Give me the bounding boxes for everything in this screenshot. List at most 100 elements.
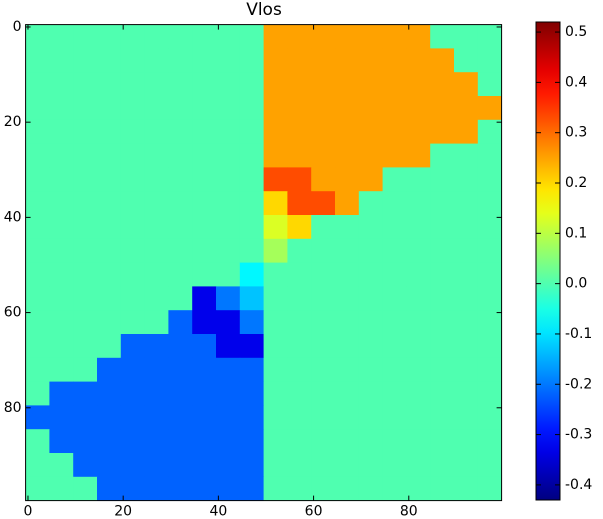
heatmap-cell (192, 215, 217, 240)
heatmap-cell (192, 310, 217, 335)
heatmap-cell (263, 167, 288, 192)
heatmap-cell (49, 24, 74, 49)
heatmap-cell (120, 191, 145, 216)
y-tick-label: 60 (4, 305, 22, 321)
heatmap-cell (216, 381, 241, 406)
heatmap-cell (144, 167, 169, 192)
heatmap-cell (144, 48, 169, 73)
heatmap-cell (406, 381, 431, 406)
heatmap-cell (97, 381, 122, 406)
heatmap-cell (477, 429, 502, 454)
heatmap-cell (263, 405, 288, 430)
heatmap-cell (358, 238, 383, 263)
heatmap-cell (192, 357, 217, 382)
heatmap-cell (335, 286, 360, 311)
heatmap-cell (263, 286, 288, 311)
heatmap-cell (406, 96, 431, 121)
heatmap-cell (382, 357, 407, 382)
heatmap-cell (358, 381, 383, 406)
heatmap-cell (406, 334, 431, 359)
heatmap-cell (25, 286, 50, 311)
heatmap-cell (25, 357, 50, 382)
heatmap-cell (454, 453, 479, 478)
heatmap-cell (144, 476, 169, 501)
colorbar-tick-label: 0.1 (565, 225, 587, 241)
heatmap-cell (216, 119, 241, 144)
heatmap-cell (430, 357, 455, 382)
heatmap-cell (25, 429, 50, 454)
heatmap-cell (263, 48, 288, 73)
heatmap-cell (216, 238, 241, 263)
heatmap-cell (120, 143, 145, 168)
colorbar-tick-label: -0.3 (565, 427, 592, 443)
heatmap-cell (430, 310, 455, 335)
heatmap-cell (263, 24, 288, 49)
heatmap-cell (358, 262, 383, 287)
colorbar-tick-label: -0.4 (565, 477, 592, 493)
heatmap-cell (335, 143, 360, 168)
heatmap-cell (168, 381, 193, 406)
heatmap-cell (239, 334, 264, 359)
y-tick-label: 0 (13, 19, 22, 35)
heatmap-cell (192, 48, 217, 73)
heatmap-cell (216, 286, 241, 311)
heatmap-cell (216, 215, 241, 240)
heatmap-cell (382, 24, 407, 49)
heatmap-cell (263, 191, 288, 216)
heatmap-cell (97, 429, 122, 454)
heatmap-cell (97, 24, 122, 49)
heatmap-cell (454, 238, 479, 263)
heatmap-cell (311, 405, 336, 430)
heatmap-cell (239, 24, 264, 49)
heatmap-cell (311, 476, 336, 501)
heatmap-cell (144, 119, 169, 144)
heatmap-cell (382, 262, 407, 287)
heatmap-cell (144, 357, 169, 382)
heatmap-cell (168, 72, 193, 97)
heatmap-cell (97, 310, 122, 335)
heatmap-cell (216, 429, 241, 454)
heatmap-cell (477, 453, 502, 478)
heatmap-cell (358, 405, 383, 430)
heatmap-cell (335, 381, 360, 406)
heatmap-cell (382, 96, 407, 121)
heatmap-cell (168, 262, 193, 287)
heatmap-cell (335, 357, 360, 382)
heatmap-cell (73, 429, 98, 454)
heatmap-cell (73, 48, 98, 73)
heatmap-cell (358, 215, 383, 240)
heatmap-cell (49, 357, 74, 382)
heatmap-cell (454, 357, 479, 382)
heatmap-cell (120, 72, 145, 97)
heatmap-cell (97, 119, 122, 144)
heatmap-cell (358, 96, 383, 121)
heatmap-cell (120, 381, 145, 406)
heatmap-cell (144, 24, 169, 49)
heatmap-cell (358, 191, 383, 216)
heatmap-cell (144, 381, 169, 406)
heatmap-cell (406, 405, 431, 430)
heatmap-cell (263, 96, 288, 121)
heatmap-cell (239, 453, 264, 478)
heatmap-cell (335, 48, 360, 73)
heatmap-cell (382, 72, 407, 97)
heatmap-cell (430, 405, 455, 430)
heatmap-cell (192, 476, 217, 501)
heatmap-cell (239, 191, 264, 216)
heatmap-cell (287, 476, 312, 501)
heatmap-cell (335, 453, 360, 478)
heatmap-cell (192, 286, 217, 311)
heatmap-cell (25, 119, 50, 144)
heatmap-cell (216, 262, 241, 287)
heatmap-cell (144, 191, 169, 216)
heatmap-cell (335, 167, 360, 192)
heatmap-cell (168, 215, 193, 240)
heatmap-cell (144, 143, 169, 168)
heatmap-cell (216, 24, 241, 49)
heatmap-cell (239, 96, 264, 121)
heatmap-cell (144, 72, 169, 97)
heatmap-cell (144, 310, 169, 335)
heatmap-cell (287, 262, 312, 287)
heatmap-cell (477, 215, 502, 240)
